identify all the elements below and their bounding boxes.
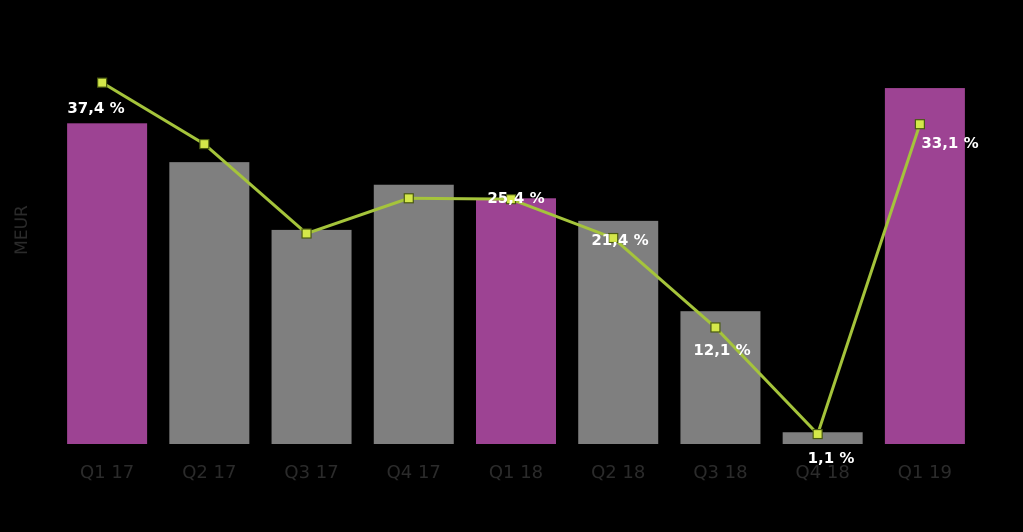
x-tick-label: Q2 18	[591, 462, 645, 483]
bar-q3-17	[271, 229, 352, 444]
bar-q1-18	[476, 198, 556, 444]
x-tick-labels: Q1 17 Q2 17 Q3 17 Q4 17 Q1 18 Q2 18 Q3 18 Q4 18…	[80, 462, 952, 483]
data-label-q1-19: 33,1 %	[921, 134, 978, 152]
data-labels-group: 37,4 % 25,4 % 21,4 % 12,1 % 1,1 % 33,1 %	[67, 99, 978, 467]
x-tick-label: Q1 19	[898, 462, 952, 483]
data-label-q4-18: 1,1 %	[808, 449, 855, 467]
x-tick-label: Q4 17	[387, 462, 441, 483]
x-tick-label: Q1 18	[489, 462, 543, 483]
x-tick-label: Q3 17	[284, 462, 338, 483]
bar-q1-17	[67, 123, 148, 444]
x-tick-label: Q1 17	[80, 462, 134, 483]
y-axis-title: MEUR	[12, 205, 32, 255]
data-label-q3-18: 12,1 %	[693, 341, 750, 359]
bars-group	[67, 88, 965, 445]
x-tick-label: Q4 18	[796, 462, 850, 483]
line-marker-q2-18	[608, 232, 619, 244]
line-marker-q1-17	[97, 77, 108, 88]
x-tick-label: Q2 17	[182, 462, 236, 483]
line-marker-q1-19	[914, 119, 925, 130]
line-marker-q3-17	[301, 228, 312, 239]
line-marker-q4-17	[403, 193, 414, 204]
x-tick-label: Q3 18	[693, 462, 747, 483]
data-label-q1-18: 25,4 %	[487, 189, 544, 207]
line-marker-q2-17	[199, 138, 210, 150]
data-label-q2-18: 21,4 %	[591, 231, 648, 249]
bar-q1-19	[884, 88, 965, 445]
line-series-group	[97, 77, 925, 440]
line-marker-q4-18	[812, 428, 823, 440]
line-marker-q3-18	[710, 322, 721, 333]
bar-q2-18	[578, 220, 659, 444]
data-label-q1-17: 37,4 %	[67, 99, 124, 117]
bar-q2-17	[169, 162, 250, 444]
bar-q4-17	[373, 184, 454, 444]
line-marker-q1-18	[505, 194, 517, 205]
